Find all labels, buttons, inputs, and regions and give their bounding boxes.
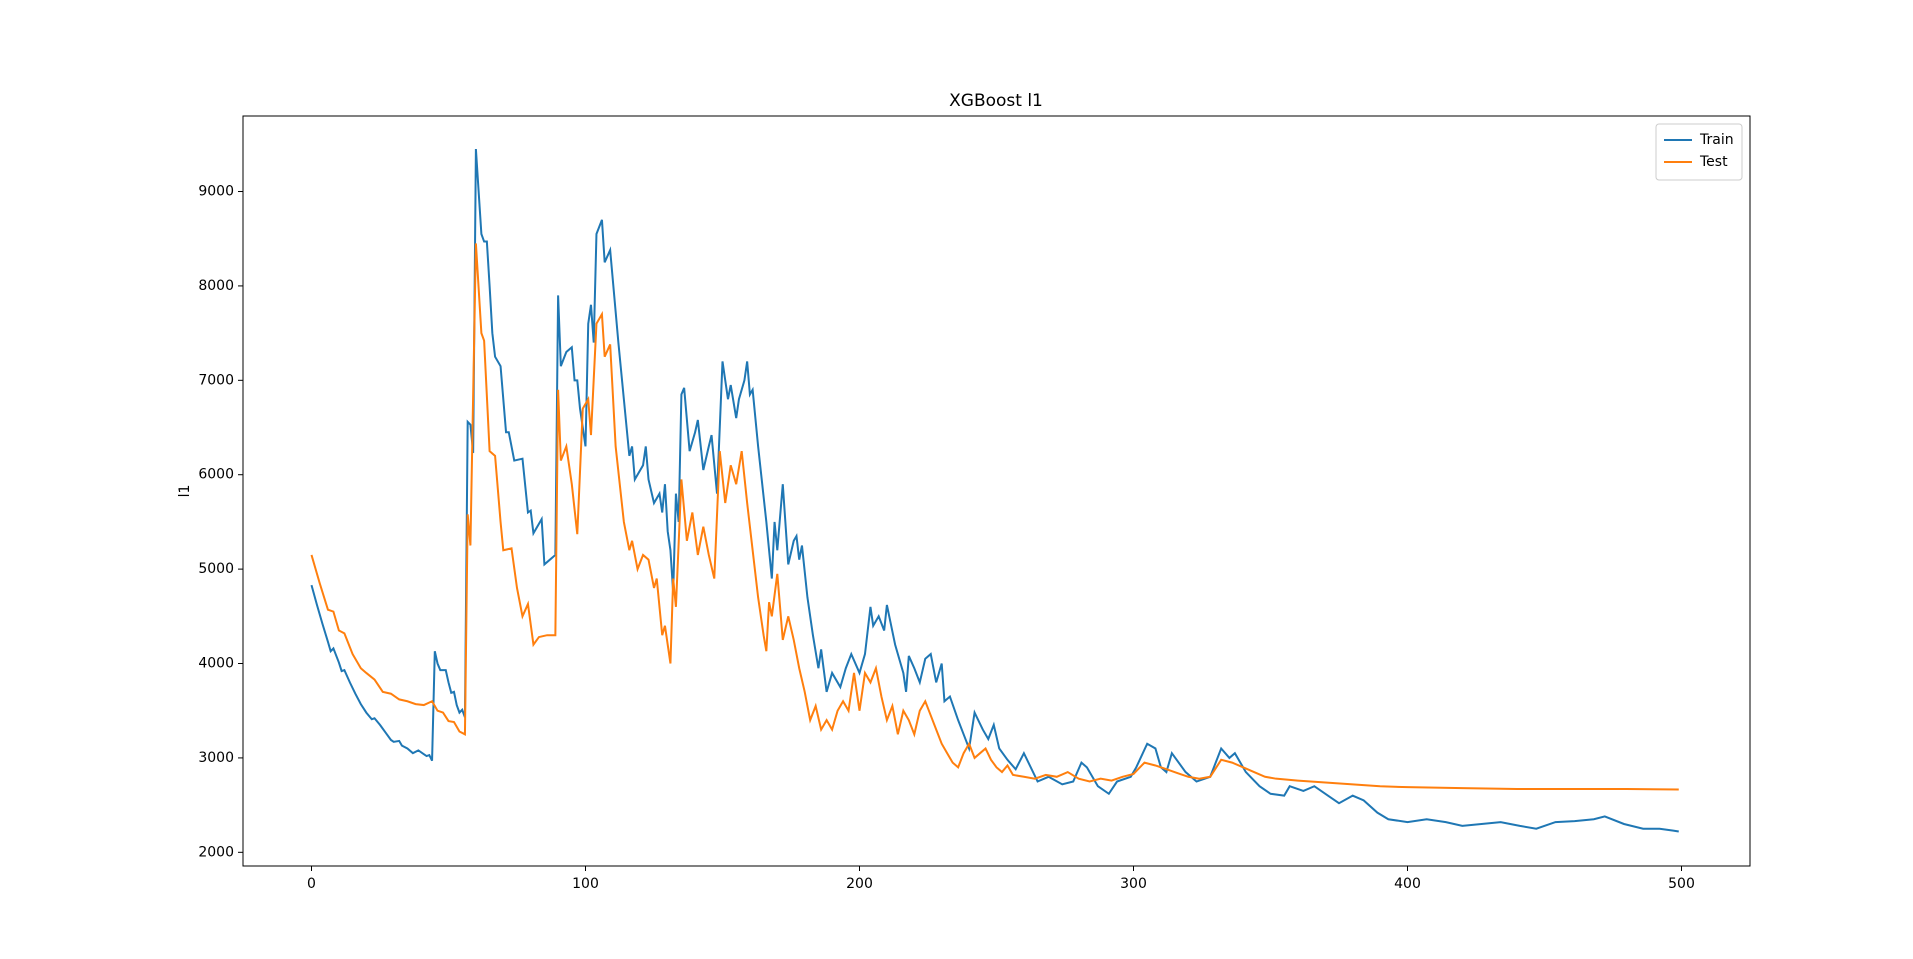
y-axis-label: l1 bbox=[177, 485, 193, 498]
y-tick-label: 8000 bbox=[198, 278, 234, 294]
y-tick-label: 4000 bbox=[198, 656, 234, 672]
x-tick-label: 0 bbox=[307, 876, 316, 892]
x-tick-label: 200 bbox=[846, 876, 873, 892]
x-tick-label: 100 bbox=[572, 876, 599, 892]
x-tick-label: 400 bbox=[1394, 876, 1421, 892]
chart-title: XGBoost l1 bbox=[949, 91, 1043, 111]
data-line bbox=[310, 243, 1679, 791]
legend-box bbox=[1655, 123, 1743, 181]
y-tick-label: 2000 bbox=[198, 844, 234, 860]
y-tick-label: 7000 bbox=[198, 372, 234, 388]
y-tick-label: 5000 bbox=[198, 561, 234, 577]
y-tick-label: 9000 bbox=[198, 184, 234, 200]
x-tick-label: 300 bbox=[1120, 876, 1147, 892]
y-tick-label: 3000 bbox=[198, 750, 234, 766]
plot-frame bbox=[242, 115, 1751, 867]
y-tick-label: 6000 bbox=[198, 467, 234, 483]
legend-label: Train bbox=[1699, 132, 1734, 148]
data-line bbox=[310, 148, 1679, 833]
legend-label: Test bbox=[1699, 154, 1728, 170]
x-tick-label: 500 bbox=[1668, 876, 1695, 892]
